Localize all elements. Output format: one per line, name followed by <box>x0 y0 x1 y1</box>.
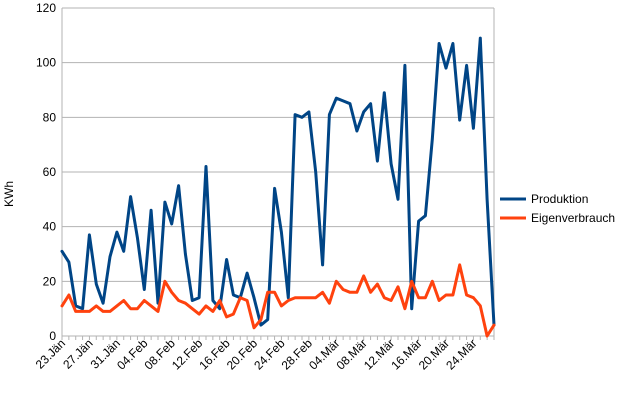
y-tick-label: 60 <box>43 165 57 179</box>
legend-label-produktion: Produktion <box>531 192 588 206</box>
legend-label-eigenverbrauch: Eigenverbrauch <box>531 211 615 225</box>
legend: Produktion Eigenverbrauch <box>500 192 615 225</box>
x-tick-label: 27.Jän <box>60 336 95 371</box>
y-tick-label: 20 <box>43 274 57 288</box>
series-line-eigenverbrauch <box>60 263 496 338</box>
series-line-produktion <box>60 36 496 327</box>
y-tick-label: 0 <box>49 329 56 343</box>
series-lines <box>60 36 496 338</box>
y-tick-label: 40 <box>43 220 57 234</box>
y-axis-label: KWh <box>2 181 16 207</box>
x-tick-label: 24.Mär <box>443 336 479 372</box>
gridlines <box>61 7 495 337</box>
y-tick-labels: 0 20 40 60 80 100 120 <box>36 1 56 343</box>
x-tick-labels: 23.Jän27.Jän31.Jän04.Feb08.Feb12.Feb16.F… <box>33 336 495 373</box>
y-tick-label: 120 <box>36 1 56 15</box>
y-tick-label: 80 <box>43 110 57 124</box>
y-tick-label: 100 <box>36 56 56 70</box>
